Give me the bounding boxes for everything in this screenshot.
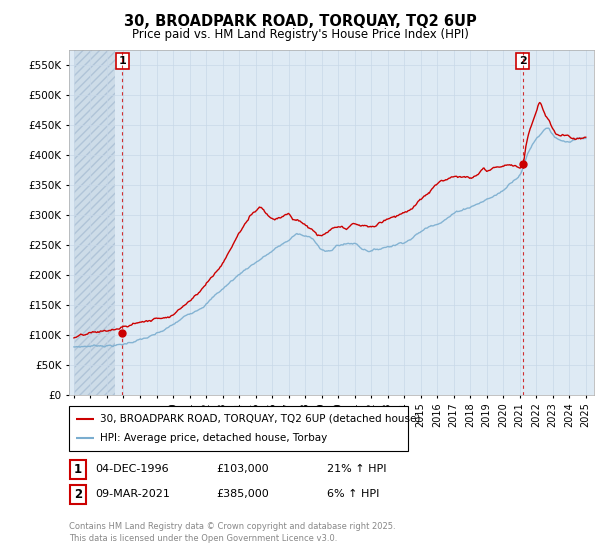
Text: 09-MAR-2021: 09-MAR-2021 [95, 489, 170, 499]
Text: 21% ↑ HPI: 21% ↑ HPI [327, 464, 386, 474]
Text: 30, BROADPARK ROAD, TORQUAY, TQ2 6UP: 30, BROADPARK ROAD, TORQUAY, TQ2 6UP [124, 14, 476, 29]
FancyBboxPatch shape [70, 460, 86, 479]
FancyBboxPatch shape [70, 485, 86, 504]
Text: Contains HM Land Registry data © Crown copyright and database right 2025.
This d: Contains HM Land Registry data © Crown c… [69, 522, 395, 543]
Text: £103,000: £103,000 [216, 464, 269, 474]
Text: 6% ↑ HPI: 6% ↑ HPI [327, 489, 379, 499]
Text: 1: 1 [118, 56, 126, 66]
Text: 30, BROADPARK ROAD, TORQUAY, TQ2 6UP (detached house): 30, BROADPARK ROAD, TORQUAY, TQ2 6UP (de… [100, 413, 420, 423]
Text: HPI: Average price, detached house, Torbay: HPI: Average price, detached house, Torb… [100, 433, 327, 444]
Text: £385,000: £385,000 [216, 489, 269, 499]
Text: Price paid vs. HM Land Registry's House Price Index (HPI): Price paid vs. HM Land Registry's House … [131, 28, 469, 41]
Text: 2: 2 [74, 488, 82, 501]
Text: 2: 2 [519, 56, 527, 66]
FancyBboxPatch shape [69, 406, 408, 451]
Text: 04-DEC-1996: 04-DEC-1996 [95, 464, 169, 474]
Text: 1: 1 [74, 463, 82, 477]
